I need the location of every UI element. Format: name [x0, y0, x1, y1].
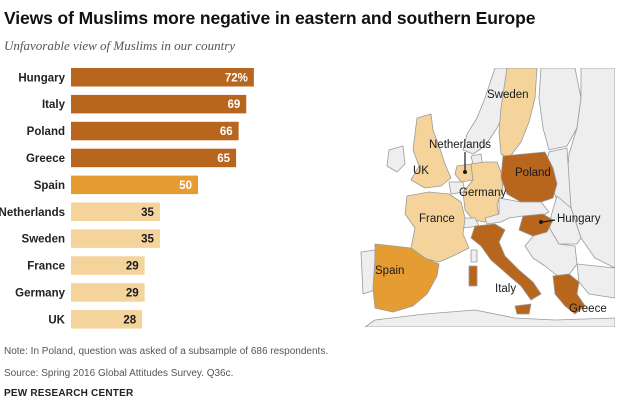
bar-sweden	[71, 229, 160, 248]
map-greece	[552, 273, 586, 315]
value-label-poland: 66	[220, 126, 233, 138]
map-spain	[372, 243, 440, 313]
map-label-greece: Greece	[569, 303, 607, 315]
chart-source: Source: Spring 2016 Global Attitudes Sur…	[4, 368, 234, 379]
chart-title: Views of Muslims more negative in easter…	[4, 8, 536, 28]
chart-note: Note: In Poland, question was asked of a…	[4, 346, 329, 357]
bar-greece	[71, 148, 237, 168]
category-label-uk: UK	[48, 314, 65, 326]
bar-uk	[71, 310, 143, 329]
category-label-sweden: Sweden	[22, 234, 65, 246]
map-balkans	[524, 223, 578, 281]
map-central	[484, 197, 550, 225]
map-label-poland: Poland	[515, 167, 551, 179]
value-label-sweden: 35	[141, 234, 154, 246]
map-italy	[470, 223, 542, 301]
europe-map: Sweden Netherlands UK Poland Germany Fra…	[345, 68, 615, 327]
category-label-greece: Greece	[26, 153, 65, 165]
map-sardinia	[468, 265, 478, 287]
map-uk	[410, 113, 452, 189]
bar-france	[71, 256, 145, 275]
bar-germany	[71, 283, 145, 302]
value-label-greece: 65	[217, 153, 230, 165]
category-label-poland: Poland	[27, 126, 65, 138]
bar-netherlands	[71, 202, 160, 221]
org-credit: PEW RESEARCH CENTER	[4, 388, 134, 399]
bar-poland	[71, 121, 239, 141]
map-africa	[364, 309, 615, 327]
category-label-italy: Italy	[42, 99, 66, 111]
map-label-sweden: Sweden	[487, 89, 529, 101]
map-turkey	[576, 263, 615, 299]
map-sicily	[514, 303, 532, 315]
bar-italy	[71, 94, 247, 114]
value-label-spain: 50	[179, 180, 192, 192]
map-ireland	[386, 145, 406, 173]
map-label-spain: Spain	[375, 265, 404, 277]
map-label-hungary: Hungary	[557, 213, 601, 225]
map-corsica	[470, 249, 478, 263]
value-label-uk: 28	[123, 314, 136, 326]
map-label-italy: Italy	[495, 283, 516, 295]
bar-spain	[71, 175, 198, 195]
bar-chart: Hungary 72% Italy 69 Poland 66 Greece 65 Spain 50…	[0, 68, 254, 329]
chart-subtitle: Unfavorable view of Muslims in our count…	[4, 38, 236, 53]
bar-hungary	[71, 68, 254, 87]
map-label-france: France	[419, 213, 455, 225]
category-label-hungary: Hungary	[18, 72, 65, 84]
map-poland	[500, 151, 558, 203]
map-label-netherlands: Netherlands	[429, 139, 491, 151]
value-label-germany: 29	[126, 287, 139, 299]
netherlands-dot	[463, 170, 467, 174]
value-label-netherlands: 35	[141, 207, 154, 219]
map-finland	[538, 68, 582, 151]
hungary-dot	[539, 220, 543, 224]
category-label-netherlands: Netherlands	[0, 207, 65, 219]
category-label-spain: Spain	[34, 180, 65, 192]
hungary-pointer	[542, 219, 556, 223]
map-label-germany: Germany	[459, 187, 507, 199]
value-label-france: 29	[126, 261, 139, 273]
map-sweden	[498, 68, 538, 159]
map-hungary	[518, 213, 554, 237]
map-label-uk: UK	[413, 165, 429, 177]
value-label-hungary: 72%	[225, 72, 248, 84]
map-france	[404, 191, 470, 263]
category-label-france: France	[27, 261, 65, 273]
category-label-germany: Germany	[15, 287, 65, 299]
value-label-italy: 69	[227, 99, 240, 111]
